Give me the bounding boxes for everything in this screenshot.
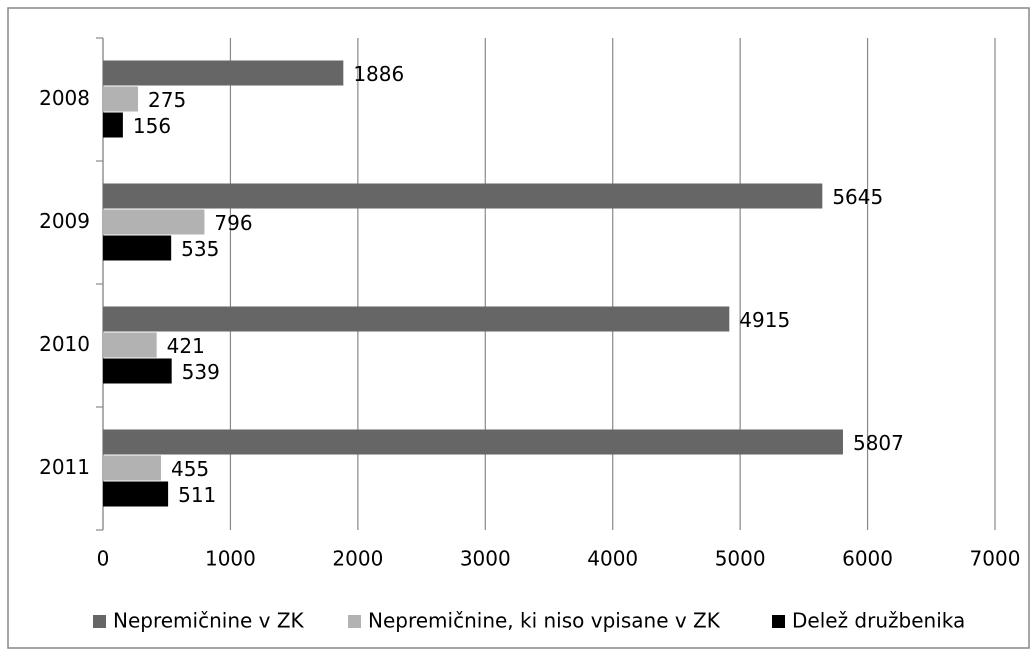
- y-tick-label: 2009: [39, 209, 90, 233]
- bar: [103, 112, 123, 138]
- x-tick-label: 4000: [587, 547, 638, 571]
- bar: [103, 183, 823, 209]
- data-label: 796: [214, 211, 252, 235]
- data-label: 4915: [739, 308, 790, 332]
- legend-swatch: [93, 615, 106, 628]
- x-tick-label: 7000: [970, 547, 1021, 571]
- bar: [103, 306, 730, 332]
- bar: [103, 455, 161, 481]
- data-label: 455: [171, 457, 209, 481]
- bar: [103, 332, 157, 358]
- x-tick-label: 3000: [460, 547, 511, 571]
- legend-swatch: [348, 615, 361, 628]
- x-tick-label: 0: [97, 547, 110, 571]
- bar: [103, 429, 843, 455]
- x-tick-label: 6000: [842, 547, 893, 571]
- data-label: 1886: [353, 62, 404, 86]
- data-label: 5807: [853, 431, 904, 455]
- data-label: 421: [167, 334, 205, 358]
- x-tick-label: 5000: [715, 547, 766, 571]
- bar: [103, 235, 172, 261]
- bar: [103, 358, 172, 384]
- data-label: 511: [178, 483, 216, 507]
- y-tick-label: 2011: [39, 455, 90, 479]
- legend-label: Nepremičnine v ZK: [113, 609, 305, 633]
- bar: [103, 60, 344, 86]
- data-label: 539: [182, 360, 220, 384]
- data-label: 275: [148, 88, 186, 112]
- x-tick-label: 2000: [332, 547, 383, 571]
- legend-label: Delež družbenika: [792, 609, 965, 633]
- bar: [103, 481, 169, 507]
- data-label: 5645: [832, 185, 883, 209]
- x-tick-label: 1000: [205, 547, 256, 571]
- bar: [103, 86, 139, 112]
- legend-label: Nepremičnine, ki niso vpisane v ZK: [368, 609, 721, 633]
- y-tick-label: 2008: [39, 86, 90, 110]
- data-label: 156: [133, 114, 171, 138]
- data-label: 535: [181, 237, 219, 261]
- y-tick-label: 2010: [39, 332, 90, 356]
- legend-swatch: [772, 615, 785, 628]
- bar: [103, 209, 205, 235]
